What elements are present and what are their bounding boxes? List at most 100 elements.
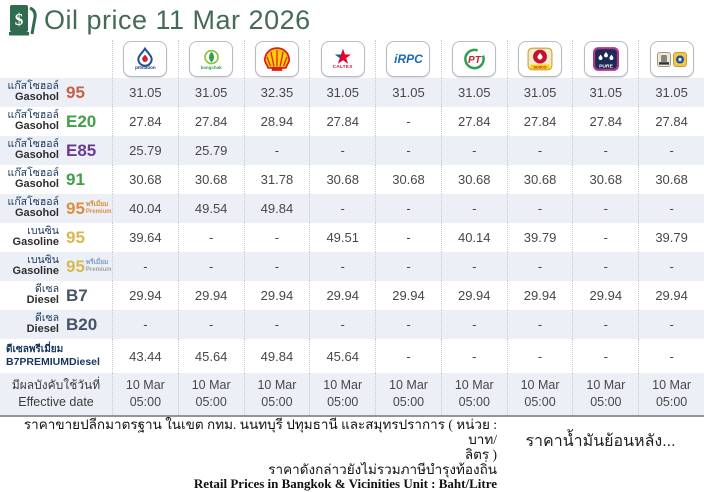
fuel-name-eng: Diesel <box>26 294 59 307</box>
footer-note-line4: Retail Prices in Bangkok & Vicinities Un… <box>193 476 497 492</box>
price-cell: 28.94 <box>243 107 310 136</box>
effective-date-cell: 10 Mar 05:00 <box>309 373 375 415</box>
effective-date-cell: 10 Mar 05:00 <box>375 373 441 415</box>
irpc-logo-label: iRPC <box>394 52 423 66</box>
fuel-row: แก๊สโซฮอล์ Gasohol E20 27.84 27.84 28.94 27.84… <box>0 107 704 136</box>
price-cell: - <box>375 194 441 223</box>
footer-note-line3: ราคาดังกล่าวยังไม่รวมภาษีบำรุงท้องถิ่น <box>268 461 497 477</box>
fuel-grade-value: 95 <box>66 199 85 218</box>
susco-drop-icon: SUSCO <box>527 47 553 71</box>
price-cell: - <box>243 310 310 339</box>
price-cell: - <box>506 136 573 165</box>
fuel-row: ดีเซล Diesel B7 29.94 29.94 29.94 29.94 29.94 29… <box>0 281 704 310</box>
price-cell: 31.05 <box>375 78 441 107</box>
brand-column-ptt: pttstation <box>112 40 178 78</box>
price-history-link[interactable]: ราคาน้ำมันย้อนหลัง... <box>525 433 676 450</box>
pure-logo-label: PURE <box>599 63 613 69</box>
price-cell: - <box>638 310 704 339</box>
price-cell: 40.14 <box>440 223 507 252</box>
footer-notes: ราคาขายปลีกมาตรฐาน ในเขต กทม. นนทบุรี ปท… <box>0 417 497 491</box>
price-cell: - <box>177 223 244 252</box>
price-cell: - <box>572 223 638 252</box>
price-cell: 29.94 <box>243 281 310 310</box>
fuel-name-thai: แก๊สโซฮอล์ <box>7 196 59 209</box>
fuel-name-eng: Gasohol <box>14 207 59 220</box>
fuel-row: แก๊สโซฮอล์ Gasohol 95 พรีเมี่ยม Premium 40.04… <box>0 194 704 223</box>
fuel-grade: 95 <box>66 229 108 246</box>
fuel-label: เบนซิน Gasoline 95 <box>0 223 112 252</box>
price-cell: - <box>440 136 507 165</box>
price-cell: 29.94 <box>440 281 507 310</box>
effective-date-cell: 10 Mar 05:00 <box>506 373 573 415</box>
price-cell: 29.94 <box>177 281 244 310</box>
fuel-names: ดีเซล Diesel <box>27 313 59 336</box>
ptt-flame-icon <box>137 47 154 67</box>
fuel-label: แก๊สโซฮอล์ Gasohol 95 <box>0 78 112 107</box>
price-cell: - <box>177 252 244 281</box>
price-cell: 40.04 <box>112 194 178 223</box>
price-cell: - <box>638 136 704 165</box>
fuel-name-eng: Gasohol <box>14 120 59 133</box>
price-cell: 30.68 <box>375 165 441 194</box>
price-cell: 25.79 <box>177 136 244 165</box>
fuel-grade-suffix-eng: Premium <box>85 208 112 215</box>
price-cell: 31.05 <box>309 78 375 107</box>
fuel-row: ดีเซล Diesel B20- - - - - - - - - <box>0 310 704 339</box>
price-cell: - <box>506 252 573 281</box>
ptt-logo-label: pttstation <box>135 65 156 71</box>
fuel-name-eng: Gasoline <box>12 265 59 278</box>
fuel-label: ดีเซล Diesel B7 <box>0 281 112 310</box>
fuel-name-thai: เบนซิน <box>27 254 59 267</box>
price-cell: 30.68 <box>638 165 704 194</box>
fuel-name-thai: ดีเซลพรีเมี่ยม <box>6 343 64 355</box>
fuel-grade-suffix-thai: พรีเมี่ยม <box>85 201 109 209</box>
effective-date-label-eng: Effective date <box>18 394 94 409</box>
fuel-label: เบนซิน Gasoline 95 พรีเมี่ยม Premium <box>0 252 112 281</box>
pure-logo: PURE <box>583 41 628 77</box>
price-cell: - <box>638 339 704 373</box>
effective-date-value: 10 Mar <box>652 378 692 393</box>
brand-column-susco: SUSCO <box>506 40 573 78</box>
fuel-grade-value: B20 <box>66 315 98 334</box>
price-cell: 27.84 <box>572 107 638 136</box>
fuel-name-eng: Diesel <box>26 323 59 336</box>
price-cell: - <box>506 194 573 223</box>
fuel-label: ดีเซล Diesel B20 <box>0 310 112 339</box>
brand-column-shell <box>243 40 310 78</box>
brand-logo-row: pttstation bangchak <box>0 40 704 78</box>
fuel-row: แก๊สโซฮอล์ Gasohol 95 31.05 31.05 32.35 31.05 3… <box>0 78 704 107</box>
price-cell: 30.68 <box>112 165 178 194</box>
price-cell: - <box>309 194 375 223</box>
page-title: Oil price 11 Mar 2026 <box>44 4 311 35</box>
fuel-grade: B7 <box>66 287 108 304</box>
fuel-grade: B20 <box>66 316 108 333</box>
fuel-names: เบนซิน Gasoline <box>13 226 59 249</box>
fuel-name-thai: เบนซิน <box>27 225 59 238</box>
fuel-names: แก๊สโซฮอล์ Gasohol <box>8 197 59 220</box>
header: $ Oil price 11 Mar 2026 <box>0 0 704 40</box>
price-cell: 30.68 <box>177 165 244 194</box>
caltex-logo-label: CALTEX <box>332 64 353 70</box>
price-cell: - <box>506 310 573 339</box>
dealer-eye-icon <box>672 51 687 67</box>
price-cell: 45.64 <box>309 339 375 373</box>
effective-date-cell: 10 Mar 05:00 <box>572 373 638 415</box>
effective-date-value: 10 Mar <box>586 378 626 393</box>
effective-date-cell: 10 Mar 05:00 <box>440 373 507 415</box>
shell-pecten-icon <box>263 46 291 71</box>
fuel-grade-suffix-thai: พรีเมี่ยม <box>85 259 109 267</box>
price-cell: - <box>375 310 441 339</box>
price-cell: - <box>112 310 178 339</box>
price-cell: - <box>572 310 638 339</box>
fuel-name-eng: Gasohol <box>14 91 59 104</box>
price-cell: 31.05 <box>112 78 178 107</box>
price-cell: 45.64 <box>177 339 244 373</box>
price-cell: - <box>375 107 441 136</box>
price-cell: - <box>572 339 638 373</box>
fuel-name-thai: แก๊สโซฮอล์ <box>7 138 59 151</box>
price-cell: 49.84 <box>243 339 310 373</box>
fuel-row: แก๊สโซฮอล์ Gasohol E85 25.79 25.79- - - - - - - <box>0 136 704 165</box>
price-cell: 27.84 <box>506 107 573 136</box>
price-cell: - <box>375 136 441 165</box>
